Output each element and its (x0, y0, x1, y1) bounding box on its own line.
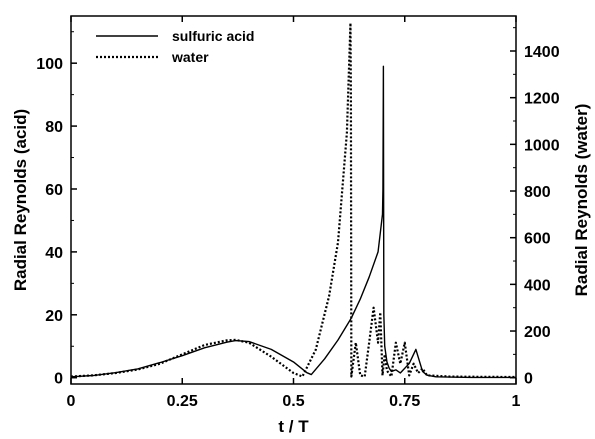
legend-label-sulfuric-acid: sulfuric acid (172, 28, 254, 44)
y-left-tick-label: 60 (45, 182, 63, 199)
legend-label-water: water (171, 49, 209, 65)
y-right-tick-label: 200 (524, 324, 551, 341)
x-tick-label: 0 (67, 393, 76, 410)
x-tick-label: 1 (512, 393, 521, 410)
y-right-tick-label: 600 (524, 231, 551, 248)
y-left-tick-label: 100 (36, 56, 63, 73)
x-tick-label: 0.75 (389, 393, 420, 410)
ticks-layer: 0 0.25 0.5 0.75 1020406080100020040060080010… (36, 16, 560, 410)
plot-border (70, 15, 517, 385)
y-left-tick-label: 40 (45, 245, 63, 262)
y-left-tick-label: 0 (54, 371, 63, 388)
x-tick-label: 0.25 (167, 393, 198, 410)
legend: sulfuric acid water (96, 28, 254, 65)
plot-frame (70, 15, 517, 385)
y-right-tick-label: 400 (524, 277, 551, 294)
series-line-sulfuric-acid (70, 65, 516, 379)
series-line-water (70, 21, 517, 379)
x-axis-title: t / T (278, 417, 309, 436)
y-right-tick-label: 800 (524, 184, 551, 201)
y-axis-left-title: Radial Reynolds (acid) (11, 109, 30, 291)
y-right-tick-label: 1000 (524, 137, 560, 154)
series-layer (70, 21, 517, 379)
y-right-tick-label: 0 (524, 371, 533, 388)
y-axis-right-title: Radial Reynolds (water) (572, 104, 591, 297)
y-right-tick-label: 1200 (524, 91, 560, 108)
x-tick-label: 0.5 (282, 393, 304, 410)
y-right-tick-label: 1400 (524, 44, 560, 61)
y-left-tick-label: 80 (45, 119, 63, 136)
y-left-tick-label: 20 (45, 308, 63, 325)
